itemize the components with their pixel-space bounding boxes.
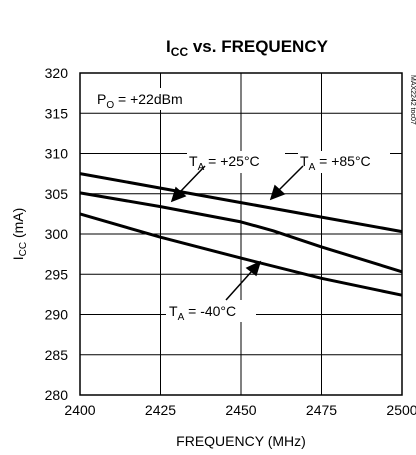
series-label-25c: TA = +25°C: [187, 151, 285, 173]
y-tick-label: 290: [45, 307, 69, 323]
grid-lines: [80, 73, 402, 395]
y-tick-label: 315: [45, 105, 69, 121]
label-arrows: [170, 165, 304, 301]
x-tick-label: 2500: [386, 402, 416, 418]
y-tick-label: 280: [45, 387, 69, 403]
arrow-minus40c: [225, 270, 253, 301]
series-line-minus40c: [79, 212, 403, 297]
x-axis-label: FREQUENCY (MHz): [176, 433, 306, 449]
x-tick-label: 2425: [145, 402, 176, 418]
series-line-85c: [79, 172, 403, 234]
x-tick-label: 2475: [306, 402, 337, 418]
y-tick-label: 285: [45, 347, 69, 363]
tick-labels: 2400 2425 2450 2475 2500 280 285 290 295 300 305 31…: [45, 65, 416, 418]
y-tick-label: 295: [45, 266, 69, 282]
y-axis-label: ICC (mA): [10, 208, 29, 261]
series-lines: [79, 172, 403, 297]
series-line-25c: [79, 191, 403, 274]
power-annotation: PO = +22dBm: [93, 88, 229, 111]
y-tick-label: 305: [45, 186, 69, 202]
x-tick-label: 2400: [64, 402, 95, 418]
arrow-25c-head: [170, 186, 187, 203]
svg-text:PO = +22dBm: PO = +22dBm: [97, 91, 183, 111]
arrow-25c: [179, 165, 206, 193]
svg-text:TA = +25°C: TA = +25°C: [189, 153, 260, 173]
chart-title: ICC vs. FREQUENCY: [166, 37, 329, 59]
y-tick-label: 310: [45, 146, 69, 162]
x-tick-label: 2450: [225, 402, 256, 418]
figure-code-label: MAX2242 toc07: [409, 75, 416, 125]
svg-text:TA = -40°C: TA = -40°C: [169, 303, 236, 323]
svg-text:TA = +85°C: TA = +85°C: [300, 153, 371, 173]
arrow-85c: [278, 165, 304, 191]
plot-frame: [79, 72, 403, 396]
y-tick-label: 300: [45, 226, 69, 242]
series-label-minus40c: TA = -40°C: [166, 300, 256, 323]
arrow-minus40c-head: [245, 260, 262, 277]
y-tick-label: 320: [45, 65, 69, 81]
arrow-85c-head: [269, 184, 286, 201]
series-label-85c: TA = +85°C: [298, 151, 390, 173]
